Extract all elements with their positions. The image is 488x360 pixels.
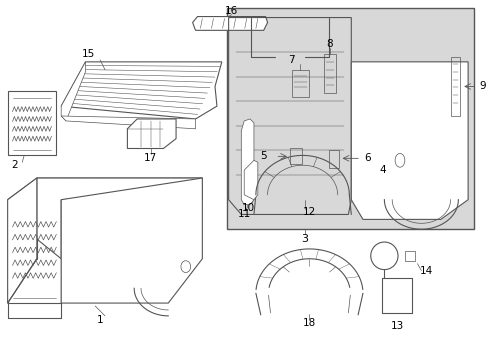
Bar <box>291 70 309 97</box>
Text: 18: 18 <box>302 318 315 328</box>
Text: 9: 9 <box>479 81 486 91</box>
Polygon shape <box>127 119 176 148</box>
Text: 6: 6 <box>364 153 370 163</box>
Polygon shape <box>8 178 202 219</box>
Text: 7: 7 <box>288 55 295 65</box>
Bar <box>226 8 473 229</box>
Polygon shape <box>241 119 253 204</box>
Polygon shape <box>61 62 222 119</box>
Text: 1: 1 <box>97 315 103 325</box>
Polygon shape <box>61 62 85 121</box>
Polygon shape <box>350 62 467 219</box>
Polygon shape <box>244 160 257 200</box>
Text: 5: 5 <box>260 151 266 161</box>
Text: 4: 4 <box>378 165 385 175</box>
Bar <box>449 57 459 116</box>
Bar <box>289 148 301 164</box>
Text: 2: 2 <box>11 160 18 170</box>
Text: 13: 13 <box>389 321 403 331</box>
Text: 16: 16 <box>224 6 238 15</box>
Polygon shape <box>37 178 202 259</box>
Polygon shape <box>8 200 61 303</box>
Text: 12: 12 <box>302 207 315 217</box>
Bar <box>328 150 338 168</box>
Text: 15: 15 <box>81 49 95 59</box>
Text: 17: 17 <box>144 153 157 163</box>
Text: 10: 10 <box>241 203 254 212</box>
Text: 3: 3 <box>301 234 307 244</box>
Text: 14: 14 <box>419 266 432 276</box>
Polygon shape <box>61 116 195 129</box>
Bar <box>404 251 414 261</box>
Text: 11: 11 <box>237 210 250 220</box>
Polygon shape <box>61 178 202 303</box>
Polygon shape <box>192 17 267 30</box>
Bar <box>324 54 335 93</box>
Text: 8: 8 <box>326 39 332 49</box>
Polygon shape <box>8 91 56 156</box>
Polygon shape <box>8 178 37 303</box>
